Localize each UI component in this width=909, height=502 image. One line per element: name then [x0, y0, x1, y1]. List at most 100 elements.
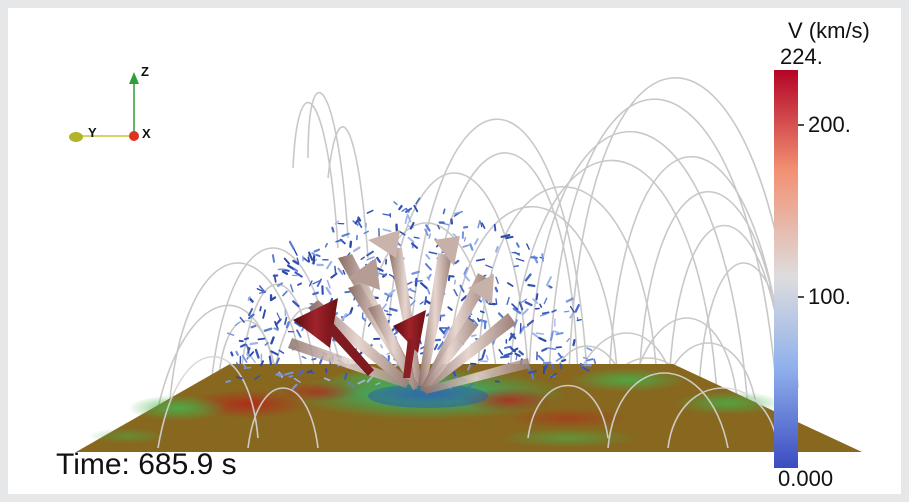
velocity-vector: [425, 224, 431, 232]
velocity-vector: [531, 332, 540, 339]
y-axis-label: Y: [88, 125, 97, 140]
velocity-vector: [551, 309, 557, 313]
velocity-vector: [388, 307, 398, 312]
velocity-vector: [469, 243, 474, 251]
velocity-vector: [459, 284, 465, 293]
velocity-vector: [593, 358, 597, 365]
velocity-vector: [293, 248, 298, 256]
velocity-vector: [239, 343, 247, 348]
velocity-vector: [256, 288, 264, 292]
velocity-vector: [463, 225, 469, 229]
velocity-vector: [555, 331, 564, 336]
velocity-vector: [239, 316, 245, 324]
x-axis-label: X: [142, 126, 151, 141]
velocity-vector: [388, 289, 396, 296]
velocity-vector: [424, 263, 432, 271]
velocity-vector: [460, 295, 468, 302]
velocity-vector: [454, 210, 464, 215]
velocity-vector: [352, 246, 361, 253]
velocity-vector: [278, 374, 284, 377]
velocity-vector: [263, 327, 273, 332]
velocity-vector: [497, 312, 504, 319]
velocity-vector: [565, 297, 574, 303]
velocity-vector: [425, 300, 432, 305]
velocity-vector: [409, 221, 415, 230]
velocity-vector: [245, 344, 249, 350]
velocity-vector: [235, 362, 240, 367]
velocity-vector: [407, 236, 415, 244]
velocity-vector: [312, 291, 319, 296]
velocity-vector: [366, 375, 374, 383]
velocity-vector: [344, 290, 352, 294]
velocity-vector: [425, 253, 431, 260]
velocity-vector: [375, 382, 381, 386]
scene-svg: [69, 70, 862, 468]
velocity-vector: [334, 265, 337, 276]
velocity-vector: [582, 366, 590, 372]
velocity-vector: [574, 304, 580, 313]
velocity-vector: [405, 207, 410, 213]
velocity-vector: [410, 289, 417, 293]
velocity-vector: [424, 228, 429, 237]
velocity-vector: [342, 269, 346, 275]
velocity-vector: [543, 297, 548, 305]
z-axis-label: Z: [141, 64, 149, 79]
velocity-vector: [530, 256, 538, 260]
velocity-vector: [450, 218, 454, 225]
velocity-vector: [551, 363, 555, 371]
velocity-vector: [288, 375, 294, 378]
velocity-vector: [437, 224, 441, 230]
velocity-vector: [357, 220, 363, 228]
velocity-vector: [419, 301, 424, 305]
velocity-vector: [334, 220, 340, 225]
velocity-vector: [503, 352, 513, 357]
velocity-vector: [258, 285, 266, 294]
velocity-vector: [428, 251, 438, 255]
colorbar-title: V (km/s): [788, 18, 870, 43]
velocity-vector: [259, 360, 265, 367]
velocity-vector: [526, 319, 535, 326]
velocity-vector: [243, 366, 252, 369]
velocity-vector: [535, 293, 539, 301]
velocity-vector: [307, 256, 311, 263]
velocity-vector: [404, 215, 408, 224]
velocity-vector: [500, 355, 510, 359]
velocity-vector: [518, 350, 524, 356]
velocity-vector: [485, 264, 493, 269]
velocity-vector: [226, 332, 235, 336]
velocity-vector: [316, 278, 323, 288]
velocity-vector: [292, 259, 300, 265]
velocity-vector: [509, 333, 516, 340]
velocity-vector: [254, 375, 261, 380]
velocity-jet-arrows: [288, 230, 530, 394]
velocity-vector: [480, 320, 484, 327]
velocity-vector: [535, 332, 545, 335]
velocity-vector: [530, 372, 535, 380]
velocity-vector: [241, 354, 248, 363]
velocity-vector: [297, 369, 305, 376]
velocity-vector: [292, 300, 300, 308]
velocity-vector: [311, 252, 317, 256]
velocity-vector: [478, 357, 484, 361]
velocity-vector: [254, 348, 260, 359]
velocity-vector: [513, 265, 520, 268]
velocity-vector: [386, 295, 390, 302]
velocity-vector: [257, 337, 266, 341]
x-axis-dot: [129, 131, 139, 141]
velocity-vector: [235, 350, 239, 356]
velocity-vector: [341, 232, 350, 238]
velocity-vector: [515, 257, 525, 262]
velocity-vector: [284, 371, 294, 376]
velocity-vector: [308, 280, 313, 287]
y-axis-arrow: [69, 132, 83, 142]
velocity-vector: [406, 213, 412, 223]
velocity-vector: [248, 313, 255, 320]
velocity-vector: [438, 327, 446, 335]
velocity-vector: [259, 306, 262, 312]
velocity-vector: [495, 276, 499, 284]
velocity-vector: [275, 372, 283, 376]
velocity-vector: [405, 207, 413, 213]
velocity-vector: [360, 256, 366, 261]
velocity-vector: [357, 379, 366, 385]
